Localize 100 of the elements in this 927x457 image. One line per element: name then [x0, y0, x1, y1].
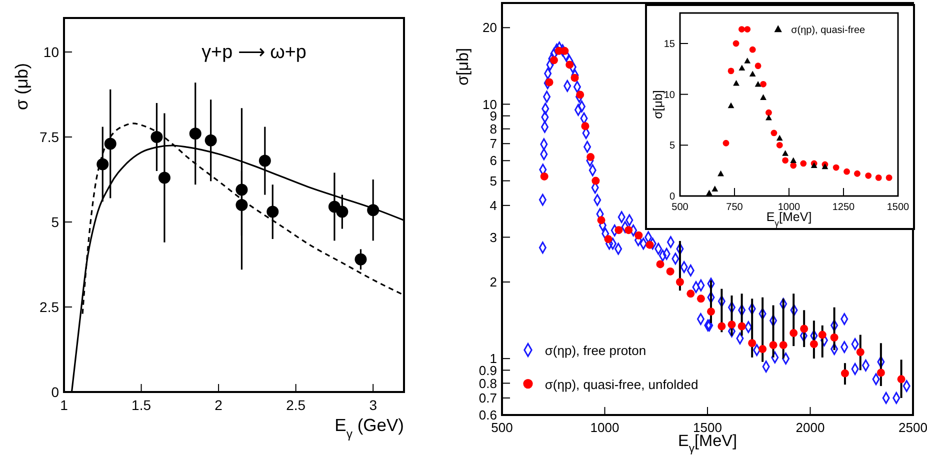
point: [718, 322, 726, 330]
x-tick-label: 1.5: [132, 397, 152, 413]
point: [336, 206, 348, 218]
x-tick-label: 2: [214, 397, 223, 413]
x-tick-label: 3: [369, 397, 378, 413]
point: [104, 138, 116, 150]
point: [770, 130, 778, 136]
x-tick-label: 1000: [778, 202, 801, 213]
x-tick-label: 1500: [693, 420, 722, 435]
point: [728, 68, 734, 74]
point: [776, 134, 783, 141]
point: [738, 322, 746, 330]
x-tick-label: 500: [672, 202, 689, 213]
x-tick-label: 750: [726, 202, 744, 213]
point: [779, 341, 788, 350]
legend-label: σ(ηp), quasi-free, unfolded: [544, 377, 698, 392]
x-axis-title: E$_{γ}$ (GeV): [334, 415, 404, 442]
point: [604, 235, 612, 244]
point: [706, 308, 715, 316]
point: [624, 226, 633, 234]
point: [540, 172, 548, 180]
point: [790, 329, 798, 338]
point: [236, 199, 248, 211]
point: [818, 330, 826, 339]
point: [614, 226, 623, 234]
y-tick-label: 10: [43, 44, 60, 60]
point: [266, 206, 279, 218]
y-tick-label: 7.5: [40, 128, 60, 145]
point: [728, 102, 734, 108]
point: [646, 240, 654, 249]
y-tick-label: 6: [490, 153, 497, 168]
x-tick-label: 1250: [832, 202, 856, 213]
point: [581, 122, 590, 130]
point: [790, 162, 797, 169]
point: [886, 174, 892, 181]
point: [738, 64, 746, 70]
point: [732, 40, 740, 47]
point: [597, 216, 606, 224]
x-axis-title: E$_{γ}$[MeV]: [678, 432, 737, 456]
legend-label: σ(ηp), quasi-free: [791, 25, 866, 36]
y-tick-label: 0.7: [478, 390, 497, 406]
point: [754, 80, 762, 87]
y-tick-label: 5: [669, 140, 676, 152]
x-tick-label: 2000: [796, 420, 825, 435]
point: [760, 94, 766, 100]
x-axis-title: E$_{γ}$[MeV]: [766, 210, 812, 228]
y-tick-label: 0.8: [478, 376, 497, 391]
point: [758, 345, 767, 354]
point: [749, 46, 756, 53]
point: [706, 190, 712, 196]
y-tick-label: 5: [51, 214, 60, 230]
point: [830, 334, 838, 342]
point: [766, 109, 772, 116]
x-tick-label: 500: [491, 420, 513, 435]
point: [832, 164, 840, 171]
point: [258, 154, 271, 167]
point: [782, 157, 788, 164]
point: [666, 267, 674, 276]
point: [854, 170, 860, 177]
point: [875, 174, 882, 181]
point: [676, 278, 684, 286]
point: [800, 160, 807, 167]
point: [749, 70, 756, 77]
point: [566, 60, 574, 69]
y-axis-title: σ[μb]: [454, 48, 472, 86]
y-tick-label: 5: [490, 173, 497, 188]
point: [204, 134, 217, 146]
point: [760, 80, 766, 88]
point: [354, 253, 367, 266]
point: [897, 375, 906, 384]
y-tick-label: 20: [482, 20, 497, 36]
point: [550, 56, 558, 64]
y-tick-label: 0: [51, 384, 60, 400]
point: [776, 142, 783, 148]
point: [586, 153, 595, 162]
y-tick-label: 2.5: [40, 298, 60, 315]
point: [150, 131, 163, 143]
y-tick-label: 2: [490, 274, 497, 290]
x-tick-label: 1000: [590, 420, 620, 435]
point: [634, 231, 643, 240]
point: [769, 341, 778, 350]
y-tick-label: 10: [664, 90, 676, 101]
x-tick-label: 1500: [886, 202, 910, 213]
point: [800, 324, 808, 333]
point: [744, 26, 751, 32]
point: [686, 290, 695, 298]
point: [728, 320, 736, 329]
point: [790, 157, 797, 163]
y-tick-label: 8: [490, 121, 497, 136]
point: [696, 294, 705, 303]
point: [712, 186, 718, 192]
point: [844, 168, 850, 175]
point: [722, 140, 730, 146]
y-tick-label: 0: [669, 192, 676, 202]
annotation: γ+p ⟶ ω+p: [202, 42, 306, 63]
point: [766, 114, 772, 120]
point: [158, 172, 170, 184]
point: [733, 80, 740, 86]
point: [754, 62, 762, 70]
point: [876, 368, 885, 377]
